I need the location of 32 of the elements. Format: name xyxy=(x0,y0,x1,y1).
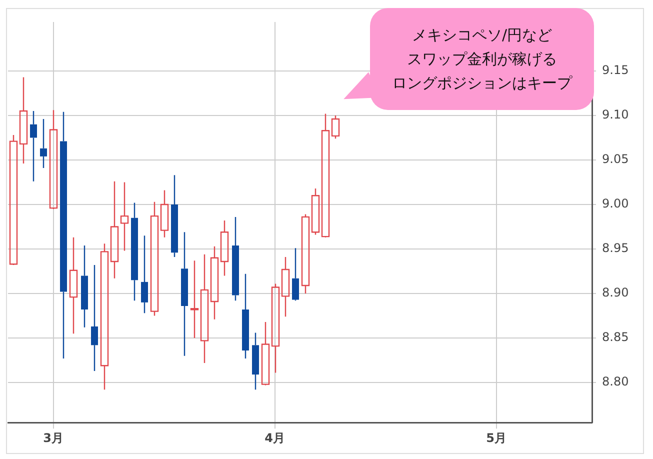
candlestick xyxy=(160,190,169,238)
candlestick xyxy=(220,220,229,276)
candlestick xyxy=(311,188,320,236)
y-tick-label: 9.15 xyxy=(602,63,629,78)
y-tick-label: 8.90 xyxy=(602,286,629,300)
y-tick-label: 8.85 xyxy=(602,330,629,344)
x-tick-label: 4月 xyxy=(264,430,286,445)
candlestick xyxy=(261,321,270,386)
candlestick xyxy=(271,283,280,374)
y-tick-label: 8.80 xyxy=(602,374,629,389)
candlestick xyxy=(200,254,209,364)
y-tick-label: 8.95 xyxy=(602,241,629,256)
candlestick xyxy=(321,113,330,238)
x-tick-label: 5月 xyxy=(486,430,507,445)
annotation: ロングポジションはキープ xyxy=(392,73,572,94)
candlestick xyxy=(100,243,109,390)
candlestick xyxy=(301,214,310,294)
candlestick xyxy=(210,246,219,320)
candlestick xyxy=(49,110,58,210)
candlestick xyxy=(19,76,28,164)
annotation: スワップ金利が稼げる xyxy=(407,49,557,70)
candlestick xyxy=(120,182,129,252)
y-tick-label: 9.00 xyxy=(602,196,629,211)
y-tick-label: 9.05 xyxy=(602,152,629,166)
candlestick xyxy=(110,180,119,279)
candlestick xyxy=(190,260,199,339)
candlestick xyxy=(281,256,290,318)
candlestick xyxy=(150,201,159,316)
candlestick xyxy=(69,236,78,334)
x-tick-label: 3月 xyxy=(43,430,64,445)
annotation: メキシコペソ/円など xyxy=(412,25,552,46)
y-tick-label: 9.10 xyxy=(602,108,629,122)
